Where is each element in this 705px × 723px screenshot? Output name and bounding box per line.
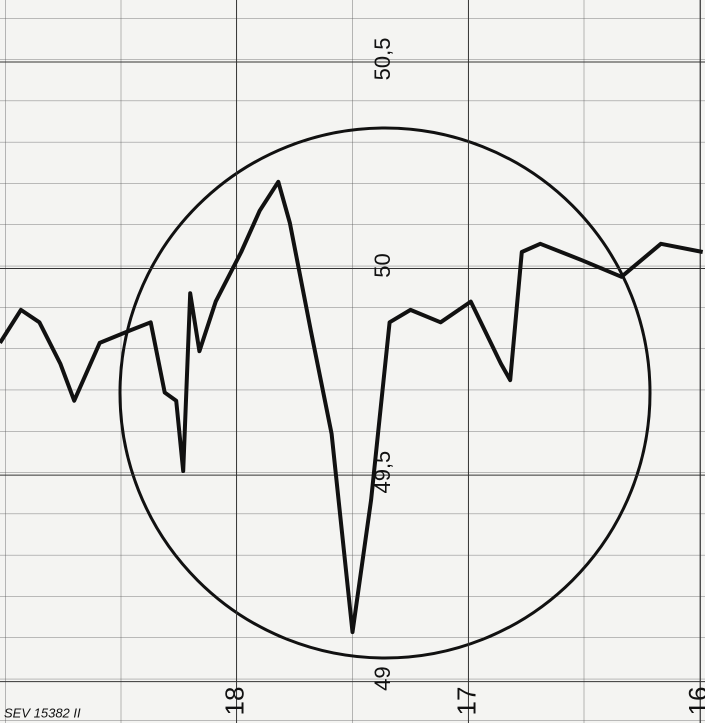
x-tick-label: 18 bbox=[219, 687, 249, 716]
y-tick-label: 50 bbox=[370, 253, 395, 277]
annotation-circle bbox=[118, 126, 652, 660]
y-tick-label: 50,5 bbox=[370, 38, 395, 81]
x-tick-label: 16 bbox=[683, 687, 705, 716]
x-tick-label: 17 bbox=[451, 687, 481, 716]
trace bbox=[0, 179, 704, 635]
y-tick-label: 49 bbox=[370, 666, 395, 690]
footer: SEV 15382 II bbox=[4, 705, 81, 720]
